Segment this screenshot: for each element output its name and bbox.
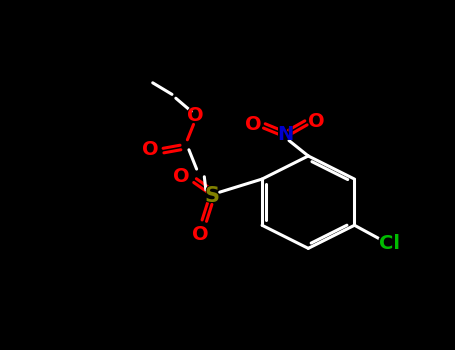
Text: N: N xyxy=(276,124,294,145)
Text: O: O xyxy=(172,167,191,187)
Text: O: O xyxy=(192,225,209,244)
Text: O: O xyxy=(307,111,326,131)
Text: O: O xyxy=(191,224,210,245)
Text: O: O xyxy=(141,140,160,160)
Text: Cl: Cl xyxy=(379,234,399,253)
Text: O: O xyxy=(245,115,262,134)
Text: S: S xyxy=(204,186,219,206)
Text: S: S xyxy=(203,184,221,208)
Text: O: O xyxy=(142,140,159,159)
Text: Cl: Cl xyxy=(377,234,401,254)
Text: O: O xyxy=(187,106,203,125)
Text: O: O xyxy=(308,112,325,131)
Text: O: O xyxy=(186,106,205,126)
Text: N: N xyxy=(277,125,293,144)
Text: O: O xyxy=(244,114,263,134)
Text: O: O xyxy=(173,167,190,186)
